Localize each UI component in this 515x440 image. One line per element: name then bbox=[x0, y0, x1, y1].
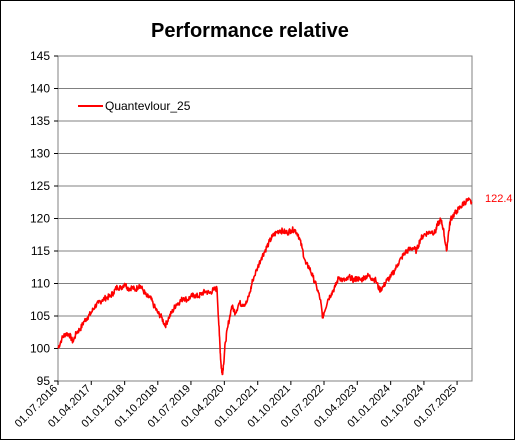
x-axis-ticks: 01.07.201601.04.201701.01.201801.10.2018… bbox=[13, 381, 459, 430]
y-axis-ticks: 145 140 135 130 125 120 115 110 105 100 95 bbox=[30, 49, 58, 388]
y-tick-label: 140 bbox=[30, 82, 50, 96]
y-tick-label: 95 bbox=[37, 374, 51, 388]
chart-title: Performance relative bbox=[151, 20, 349, 42]
y-tick-label: 120 bbox=[30, 212, 50, 226]
series-line bbox=[57, 197, 473, 376]
y-tick-label: 135 bbox=[30, 114, 50, 128]
y-tick-label: 105 bbox=[30, 309, 50, 323]
y-tick-label: 145 bbox=[30, 49, 50, 63]
grid-lines bbox=[58, 55, 472, 382]
y-tick-label: 130 bbox=[30, 147, 50, 161]
legend: Quantevlour_25 bbox=[78, 99, 191, 113]
y-tick-label: 110 bbox=[31, 277, 50, 291]
y-tick-label: 115 bbox=[31, 244, 50, 258]
series-lines bbox=[57, 197, 473, 376]
end-value-label: 122.4 bbox=[485, 193, 513, 205]
y-tick-label: 125 bbox=[30, 179, 50, 193]
legend-label: Quantevlour_25 bbox=[105, 99, 191, 113]
y-tick-label: 100 bbox=[30, 342, 50, 356]
